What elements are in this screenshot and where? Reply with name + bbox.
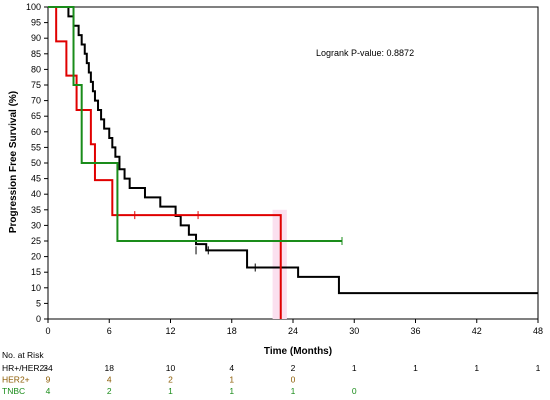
risk-count: 4 — [107, 375, 112, 385]
y-tick-label: 65 — [31, 111, 41, 121]
y-tick-label: 55 — [31, 142, 41, 152]
x-tick-label: 42 — [472, 326, 482, 336]
risk-count: 2 — [168, 375, 173, 385]
risk-count: 10 — [166, 363, 176, 373]
series-line-0 — [48, 6, 538, 295]
risk-count: 0 — [352, 386, 357, 396]
risk-count: 1 — [229, 386, 234, 396]
y-tick-label: 60 — [31, 127, 41, 137]
y-tick-label: 70 — [31, 96, 41, 106]
x-tick-label: 36 — [410, 326, 420, 336]
risk-count: 1 — [352, 363, 357, 373]
x-tick-label: 30 — [349, 326, 359, 336]
x-tick-label: 0 — [45, 326, 50, 336]
shaded-band — [272, 209, 287, 319]
chart-marks — [48, 6, 539, 319]
y-axis-title: Progression Free Survival (%) — [8, 91, 19, 233]
risk-count: 1 — [291, 386, 296, 396]
y-tick-label: 90 — [31, 33, 41, 43]
y-tick-label: 85 — [31, 49, 41, 59]
y-tick-label: 25 — [31, 236, 41, 246]
risk-count: 1 — [168, 386, 173, 396]
y-tick-label: 45 — [31, 174, 41, 184]
risk-count: 4 — [46, 386, 51, 396]
risk-row-label: HER2+ — [2, 375, 30, 385]
x-axis-title: Time (Months) — [264, 346, 332, 357]
risk-count: 9 — [46, 375, 51, 385]
risk-count: 1 — [413, 363, 418, 373]
series-line-1 — [48, 6, 282, 319]
risk-row-label: TNBC — [2, 386, 25, 396]
y-tick-label: 100 — [26, 2, 41, 12]
risk-count: 1 — [474, 363, 479, 373]
y-tick-label: 20 — [31, 252, 41, 262]
risk-count: 1 — [229, 375, 234, 385]
risk-count: 2 — [107, 386, 112, 396]
y-tick-label: 5 — [36, 298, 41, 308]
y-tick-label: 75 — [31, 80, 41, 90]
y-tick-label: 35 — [31, 205, 41, 215]
x-tick-label: 6 — [107, 326, 112, 336]
axes: 0510152025303540455055606570758085909510… — [26, 2, 543, 336]
y-tick-label: 80 — [31, 64, 41, 74]
x-tick-label: 12 — [165, 326, 175, 336]
series-line-2 — [48, 6, 342, 242]
y-tick-label: 15 — [31, 267, 41, 277]
y-tick-label: 40 — [31, 189, 41, 199]
x-tick-label: 48 — [533, 326, 543, 336]
risk-count: 2 — [291, 363, 296, 373]
risk-count: 18 — [105, 363, 115, 373]
plot-frame — [47, 6, 539, 320]
risk-count: 34 — [43, 363, 53, 373]
y-tick-label: 10 — [31, 283, 41, 293]
risk-count: 0 — [291, 375, 296, 385]
y-tick-label: 30 — [31, 220, 41, 230]
risk-table-title: No. at Risk — [2, 350, 44, 360]
x-tick-label: 24 — [288, 326, 298, 336]
risk-row-label: HR+/HER2- — [2, 363, 47, 373]
x-tick-label: 18 — [227, 326, 237, 336]
risk-count: 4 — [229, 363, 234, 373]
y-tick-label: 95 — [31, 18, 41, 28]
risk-count: 1 — [536, 363, 541, 373]
y-tick-label: 50 — [31, 158, 41, 168]
y-tick-label: 0 — [36, 314, 41, 324]
logrank-p-value: Logrank P-value: 0.8872 — [316, 48, 414, 58]
